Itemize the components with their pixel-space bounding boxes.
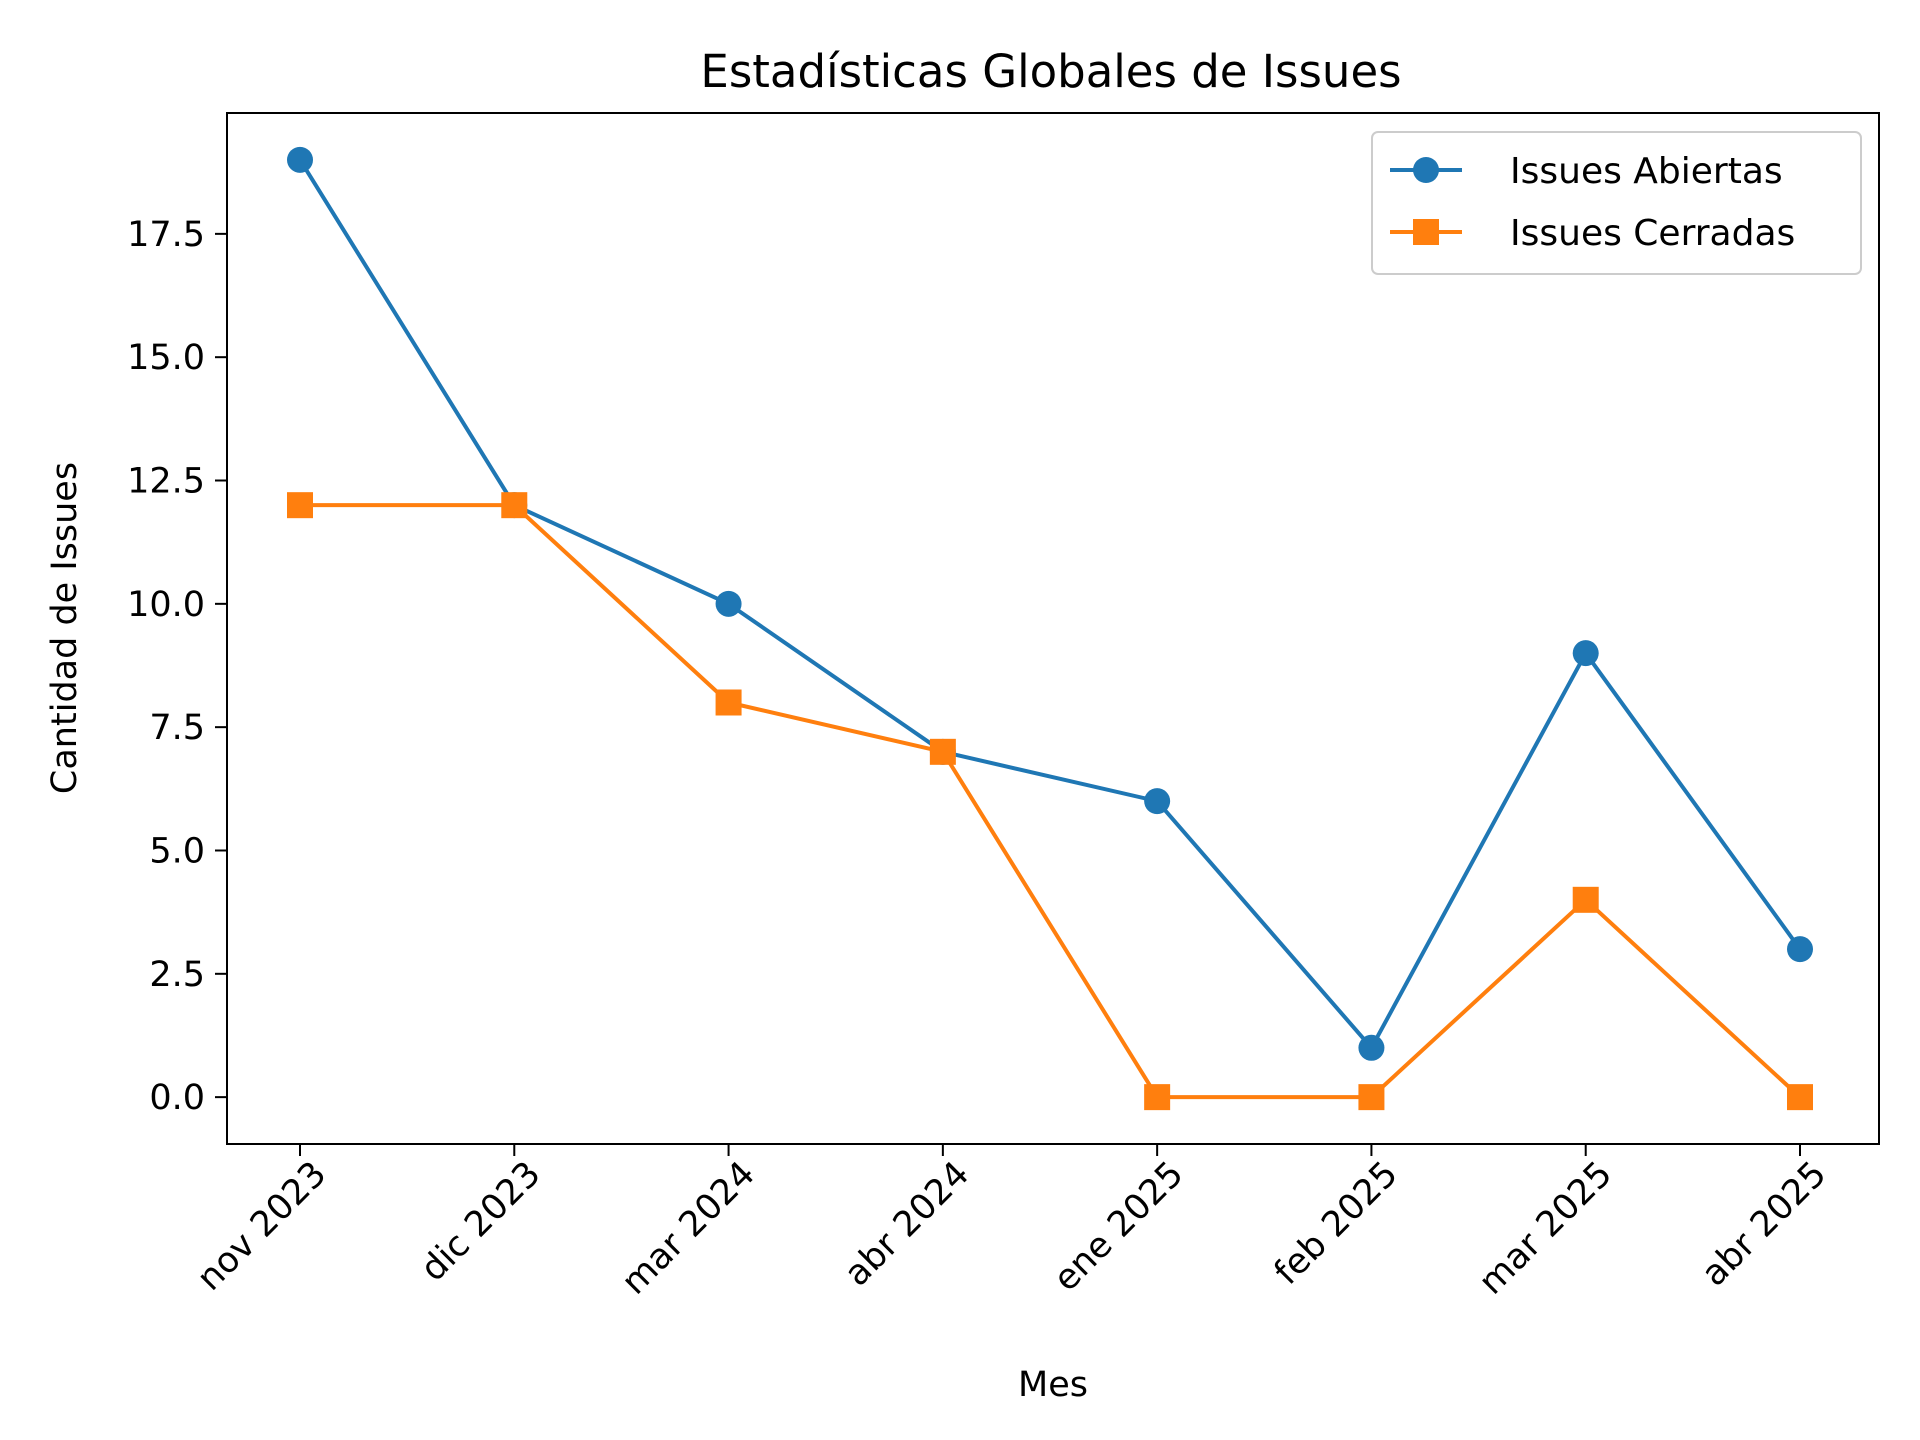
series-2-point (715, 689, 742, 716)
series-2-point (501, 492, 528, 519)
series-2-point (929, 738, 956, 765)
series-2-point (1144, 1084, 1171, 1111)
series-1-point (715, 590, 742, 617)
series-1-point (1358, 1034, 1385, 1061)
x-axis-label: Mes (1018, 1365, 1088, 1405)
y-axis-label: Cantidad de Issues (45, 462, 85, 794)
axes-frame (226, 112, 1880, 1145)
legend: Issues Abiertas Issues Cerradas (1371, 131, 1862, 275)
series-1-point (1144, 788, 1171, 815)
plot-area (287, 146, 1813, 1111)
y-tick-label: 7.5 (149, 708, 205, 748)
legend-label: Issues Abiertas (1510, 151, 1783, 192)
series-1-point (287, 146, 313, 173)
y-tick-label: 0.0 (149, 1078, 205, 1118)
legend-marker-1 (1413, 157, 1439, 183)
legend-box (1371, 131, 1862, 275)
y-tick-label: 15.0 (127, 338, 205, 378)
series-2-point (1787, 1084, 1813, 1111)
series-line-2 (300, 503, 1802, 1100)
y-tick-label: 10.0 (127, 585, 205, 625)
series-2-point (287, 492, 313, 519)
series-1-point (1572, 640, 1599, 667)
series-1-point (1787, 936, 1813, 963)
series-line-1 (298, 158, 1802, 1050)
series-2-point (1572, 886, 1599, 913)
legend-label: Issues Cerradas (1510, 213, 1795, 254)
chart-title: Estadísticas Globales de Issues (700, 45, 1401, 98)
y-tick-label: 5.0 (149, 831, 205, 871)
y-tick-label: 17.5 (127, 215, 205, 255)
series-2-point (1358, 1084, 1385, 1111)
y-tick-label: 2.5 (149, 955, 205, 995)
y-tick-label: 12.5 (127, 462, 205, 502)
legend-marker-2 (1413, 219, 1439, 245)
